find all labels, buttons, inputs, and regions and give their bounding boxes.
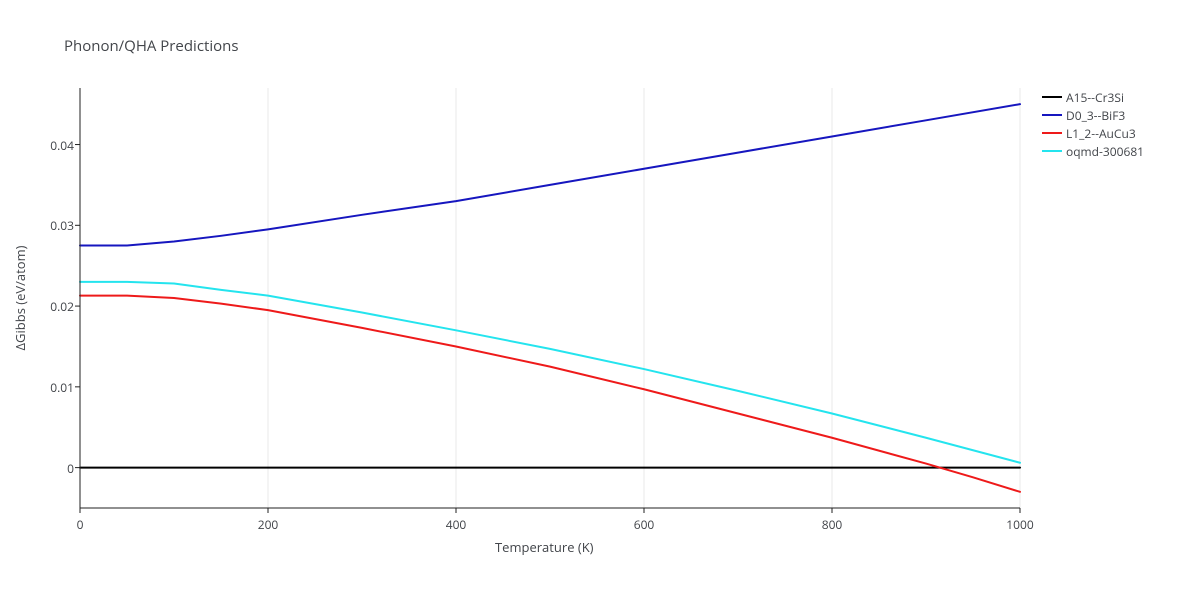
- chart-title: Phonon/QHA Predictions: [64, 36, 239, 56]
- legend-item[interactable]: L1_2--AuCu3: [1040, 124, 1144, 142]
- y-tick-label: 0.02: [30, 298, 74, 315]
- legend-label: oqmd-300681: [1066, 143, 1144, 160]
- chart-plot-area: [80, 88, 1020, 508]
- legend-swatch: [1042, 96, 1062, 98]
- x-tick-label: 1000: [1005, 516, 1035, 533]
- y-tick-label: 0: [30, 460, 74, 477]
- chart-legend: A15--Cr3SiD0_3--BiF3L1_2--AuCu3oqmd-3006…: [1040, 88, 1144, 160]
- legend-item[interactable]: A15--Cr3Si: [1040, 88, 1144, 106]
- legend-label: L1_2--AuCu3: [1066, 125, 1136, 142]
- legend-swatch: [1042, 150, 1062, 152]
- legend-swatch: [1042, 132, 1062, 134]
- y-tick-label: 0.03: [30, 217, 74, 234]
- y-tick-label: 0.01: [30, 379, 74, 396]
- legend-swatch: [1042, 114, 1062, 116]
- x-tick-label: 400: [441, 516, 471, 533]
- series-line: [80, 282, 1020, 463]
- legend-item[interactable]: oqmd-300681: [1040, 142, 1144, 160]
- y-tick-label: 0.04: [30, 137, 74, 154]
- x-tick-label: 200: [253, 516, 283, 533]
- legend-label: A15--Cr3Si: [1066, 89, 1124, 106]
- x-tick-label: 800: [817, 516, 847, 533]
- y-axis-label: ΔGibbs (eV/atom): [11, 246, 29, 351]
- x-tick-label: 600: [629, 516, 659, 533]
- series-line: [80, 104, 1020, 245]
- legend-item[interactable]: D0_3--BiF3: [1040, 106, 1144, 124]
- series-line: [80, 296, 1020, 492]
- x-tick-label: 0: [65, 516, 95, 533]
- x-axis-label: Temperature (K): [495, 538, 594, 556]
- legend-label: D0_3--BiF3: [1066, 107, 1125, 124]
